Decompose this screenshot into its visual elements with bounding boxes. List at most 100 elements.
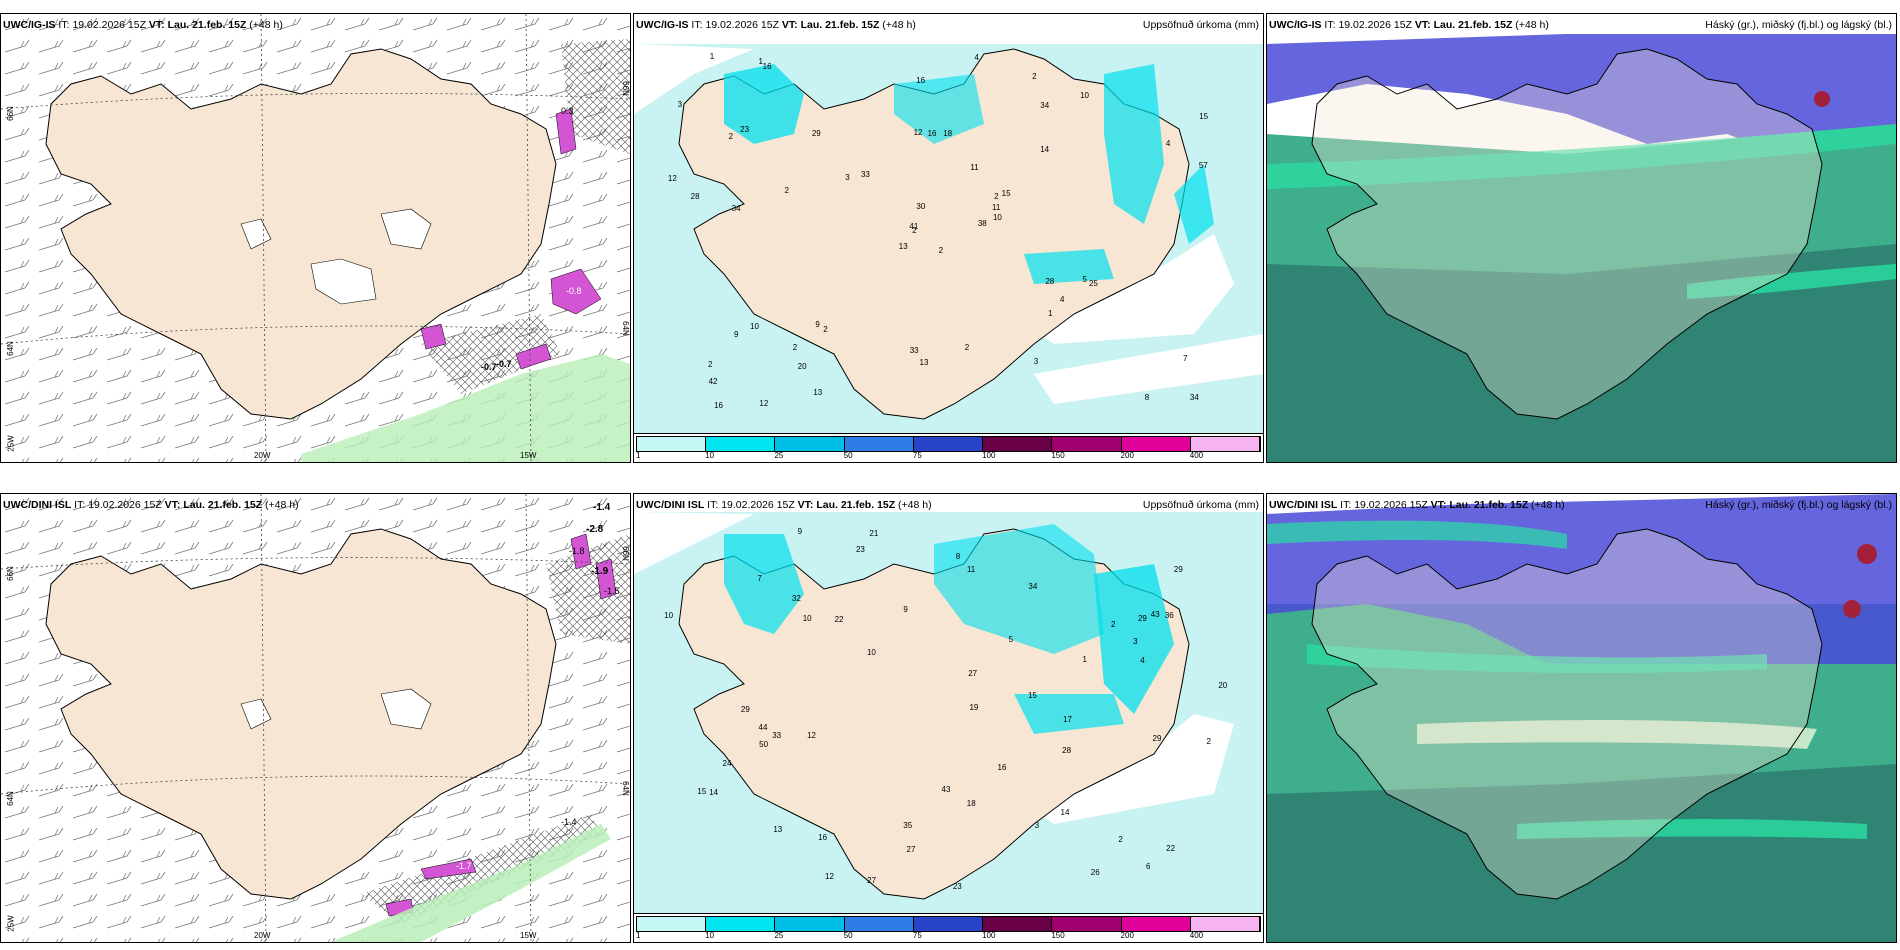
precip-value: 16	[997, 763, 1007, 773]
legend-tick-label: 150	[1051, 931, 1065, 940]
precip-value: 29	[811, 129, 821, 139]
precip-number-layer: 2 2 2 2 2 2 2 18 34 38 16 34 34 15 13 14 12 12 11 10 33 42 20 1…	[634, 14, 1263, 434]
precip-white-area	[634, 512, 754, 574]
legend-swatch	[637, 437, 707, 451]
pressure-value: -1.4	[561, 817, 577, 827]
legend-swatch	[1190, 917, 1260, 931]
panel-header: UWC/DINI ISL IT: 19.02.2026 15Z VT: Lau.…	[1269, 499, 1565, 511]
legend-tick-label: 400	[1189, 931, 1204, 940]
precip-value: 38	[977, 219, 987, 229]
precip-value: 30	[916, 202, 926, 212]
legend-tick-label: 10	[705, 451, 715, 460]
pressure-value: -1.5	[604, 586, 620, 596]
precip-value: 2	[1032, 71, 1037, 81]
precip-cyan	[1104, 64, 1164, 224]
precip-value: 2	[707, 360, 713, 370]
precip-value: 14	[1040, 145, 1050, 155]
precip-value: 9	[903, 604, 908, 614]
precip-value: 3	[677, 99, 683, 109]
precip-value: 34	[731, 203, 741, 213]
panel-header: UWC/IG-IS IT: 19.02.2026 15Z VT: Lau. 21…	[3, 19, 283, 31]
precip-cyan	[724, 534, 804, 634]
legend-swatch	[844, 437, 914, 451]
legend-tick-label: 1	[636, 451, 641, 460]
legend-swatch	[775, 437, 845, 451]
pressure-value: -0.7	[481, 362, 497, 372]
precip-value: 3	[1133, 637, 1138, 646]
precip-value: 2	[912, 226, 917, 236]
precip-value: 23	[740, 124, 750, 134]
lon-label: 25W	[6, 435, 16, 452]
precip-value: 10	[802, 614, 812, 624]
precip-value: 3	[1033, 357, 1039, 367]
precip-value: 28	[1045, 276, 1055, 286]
glacier	[240, 698, 272, 730]
map-precip-top	[634, 14, 1263, 420]
legend-swatch	[1052, 917, 1122, 931]
legend-tick-label: 200	[1120, 931, 1134, 940]
precip-cyan	[724, 64, 804, 144]
pressure-blob	[420, 858, 477, 880]
legend-swatch	[1121, 437, 1191, 451]
precip-value: 10	[1080, 91, 1089, 101]
glacier	[380, 688, 432, 730]
precip-value: 50	[759, 739, 769, 749]
precip-value: 13	[813, 388, 823, 398]
lat-line	[1, 775, 630, 795]
precip-value: 13	[919, 358, 929, 368]
precip-value: 10	[750, 322, 759, 332]
precip-value: 3	[845, 172, 850, 182]
legend-tick-label: 25	[774, 451, 784, 460]
precip-value: 21	[869, 528, 879, 538]
legend-tick-label: 25	[774, 931, 784, 940]
pressure-blob	[550, 268, 602, 315]
precip-value: 12	[913, 127, 923, 137]
lat-label: 66N	[5, 566, 15, 581]
cloud-band	[1687, 264, 1896, 299]
cloud-low	[1267, 764, 1896, 942]
precip-value: 7	[757, 573, 762, 583]
precip-value: 16	[927, 128, 937, 138]
legend-swatch	[844, 917, 914, 931]
pressure-value: -1.9	[591, 566, 609, 577]
precip-value: 4	[974, 52, 979, 62]
legend-swatch	[637, 917, 707, 931]
panel-title: Uppsöfnuð úrkoma (mm)	[1142, 499, 1259, 511]
precip-value: 29	[1173, 564, 1183, 574]
legend-swatch	[983, 437, 1053, 451]
precip-cyan	[1024, 249, 1114, 284]
map-wind-bottom	[1, 494, 630, 942]
legend-tick-label: 150	[1051, 451, 1065, 460]
precip-value: 29	[740, 705, 750, 715]
glacier	[380, 208, 432, 250]
lon-label: 15W	[520, 931, 537, 940]
panel-header: UWC/DINI ISL IT: 19.02.2026 15Z VT: Lau.…	[3, 499, 299, 511]
precip-value: 41	[909, 222, 919, 232]
precip-value: 27	[906, 844, 916, 854]
panel-bottom-clouds: UWC/DINI ISL IT: 19.02.2026 15Z VT: Lau.…	[1266, 493, 1897, 943]
legend-tick-label: 10	[705, 931, 715, 940]
precip-value: 11	[966, 564, 976, 574]
precip-cyan	[1014, 694, 1124, 734]
pressure-value: -1.4	[593, 502, 611, 513]
pressure-blob	[420, 323, 447, 350]
cloud-cell	[1843, 600, 1861, 618]
lat-label: 64N	[620, 781, 630, 796]
cloud-cell	[1814, 91, 1830, 107]
precip-value: 33	[860, 170, 870, 180]
precip-value: 18	[966, 798, 976, 808]
precip-value: 35	[903, 821, 913, 831]
pressure-blob	[570, 533, 592, 570]
precip-value: 2	[1118, 835, 1123, 845]
lon-label: 25W	[6, 915, 16, 932]
pressure-blob	[595, 558, 617, 600]
precip-value: 13	[773, 824, 783, 834]
legend-tick-label: 75	[912, 931, 922, 940]
pressure-blob	[515, 343, 552, 370]
precip-value: 7	[1183, 353, 1188, 363]
precip-value: 12	[667, 173, 677, 183]
precip-legend: 1 10 25 50 75 100 150 200 400	[634, 433, 1263, 462]
precip-value: 18	[943, 128, 953, 138]
cloud-band	[1517, 819, 1867, 839]
precip-value: 4	[1165, 139, 1171, 149]
